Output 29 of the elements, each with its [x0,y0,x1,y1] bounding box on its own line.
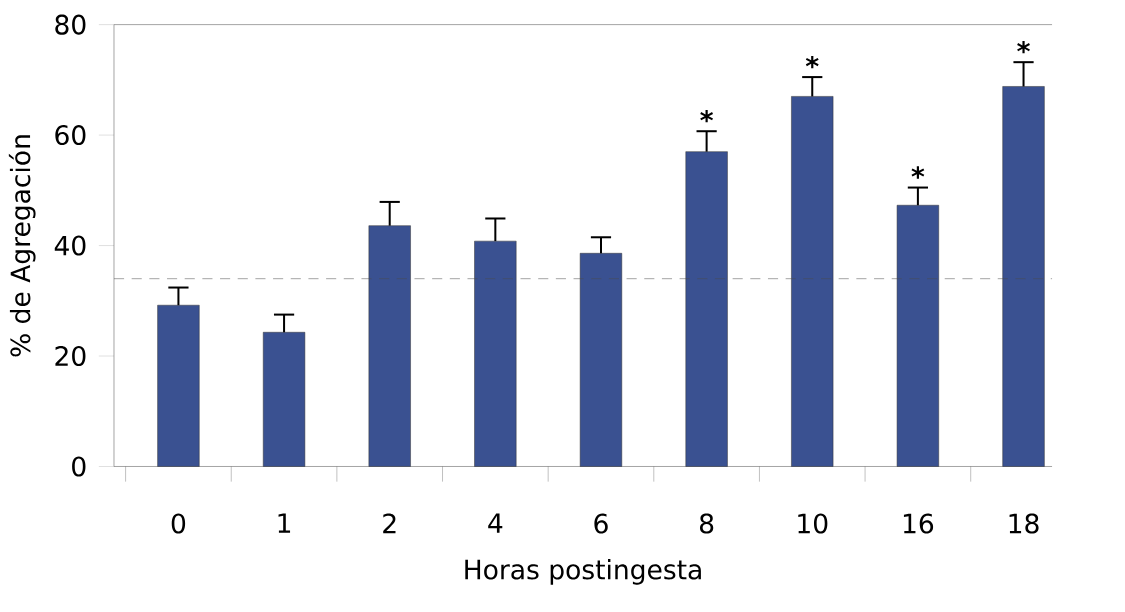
bar [368,225,411,467]
bar [791,96,834,467]
annotation: * [1017,41,1030,54]
y-tick-label: 20 [55,346,86,367]
x-tick-label: 8 [699,513,714,534]
annotation: * [911,166,925,179]
annotation: * [805,56,819,69]
bar [157,305,200,467]
y-tick-label: 40 [54,235,86,256]
x-tick-label: 6 [594,513,608,534]
bar [685,151,728,467]
x-tick-label: 1 [278,513,291,533]
x-tick-label: 4 [488,513,503,533]
bar [1002,86,1045,467]
x-tick-label: 0 [171,513,186,534]
bar [262,332,306,467]
bar [474,241,517,467]
x-tick-label: 16 [903,513,934,534]
y-tick-label: 80 [55,14,86,35]
x-axis-title: Horas postingesta [465,559,701,585]
y-tick-label: 60 [55,125,86,146]
bar [579,253,623,467]
x-tick-label: 18 [1009,513,1039,534]
x-tick-label: 10 [798,513,828,534]
y-axis-title: % de Agregación [8,135,36,357]
y-tick-label: 0 [72,456,86,477]
x-tick-label: 2 [383,513,396,534]
bar [896,205,939,467]
annotation: * [700,110,714,123]
